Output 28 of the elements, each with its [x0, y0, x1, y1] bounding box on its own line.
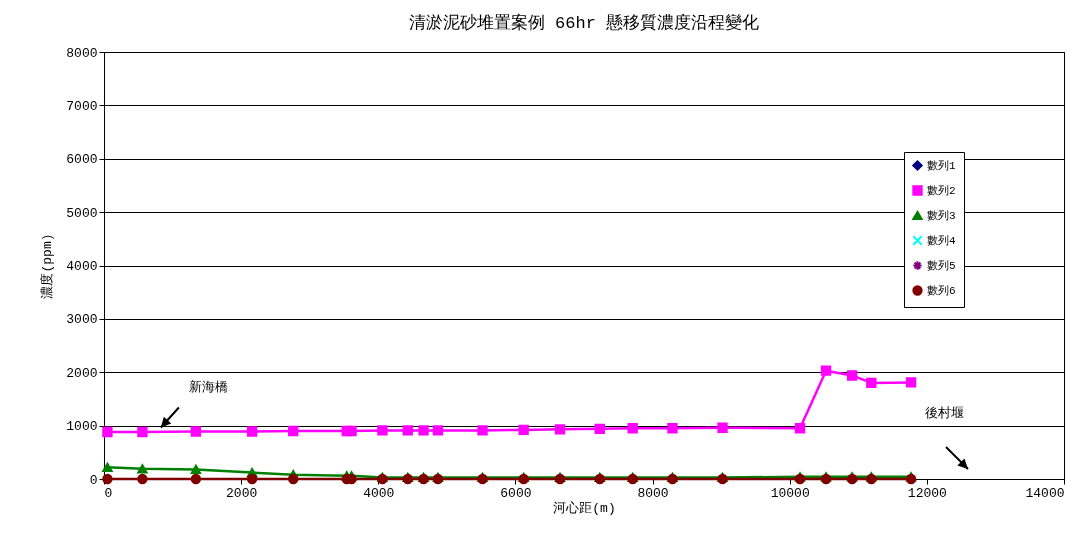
annotation: 新海橋	[189, 380, 229, 396]
legend-label: 數列3	[927, 209, 956, 222]
y-tick-label: 0	[89, 472, 98, 488]
y-axis-title: 濃度(ppm)	[39, 233, 56, 299]
legend-label: 數列6	[927, 284, 956, 297]
y-tick-label: 5000	[66, 205, 98, 221]
x-tick-label: 14000	[1025, 485, 1065, 501]
x-tick-label: 12000	[907, 485, 947, 501]
chart-title: 清淤泥砂堆置案例 66hr 懸移質濃度沿程變化	[408, 13, 760, 33]
y-tick-label: 6000	[66, 152, 98, 168]
y-tick-label: 2000	[66, 365, 98, 381]
legend-label: 數列2	[927, 184, 956, 197]
legend-label: 數列5	[927, 259, 956, 272]
x-axis-title: 河心距(m)	[553, 499, 616, 516]
x-tick-label: 6000	[500, 485, 532, 501]
annotation: 後村堰	[924, 406, 964, 421]
y-tick-label: 8000	[66, 45, 98, 61]
y-tick-label: 7000	[66, 98, 98, 114]
x-tick-label: 2000	[226, 485, 258, 501]
x-tick-label: 8000	[637, 485, 669, 501]
y-tick-label: 4000	[66, 259, 98, 274]
x-tick-label: 0	[104, 485, 113, 501]
x-tick-label: 4000	[363, 485, 395, 501]
legend-label: 數列4	[927, 234, 956, 247]
y-tick-label: 1000	[66, 419, 98, 435]
x-tick-label: 10000	[770, 485, 810, 501]
legend-label: 數列1	[927, 159, 956, 172]
y-tick-label: 3000	[66, 312, 98, 328]
